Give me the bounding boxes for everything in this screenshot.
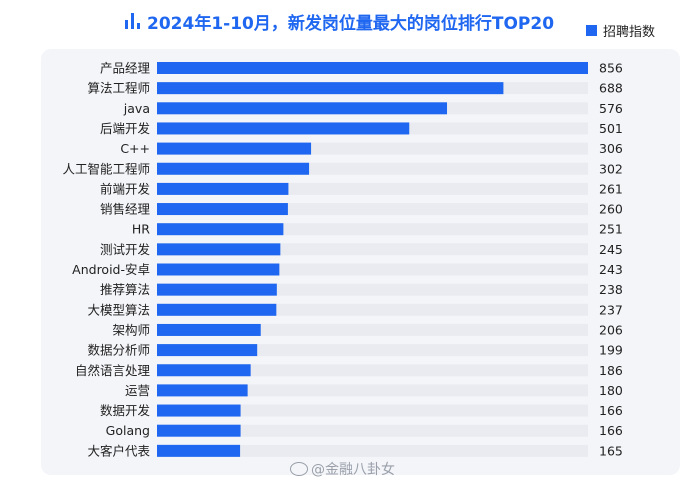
bar: [157, 122, 410, 135]
value-label: 302: [599, 161, 623, 176]
value-label: 576: [599, 101, 623, 116]
value-label: 166: [599, 423, 623, 438]
category-label: 前端开发: [100, 181, 151, 196]
category-label: 后端开发: [100, 121, 151, 136]
value-label: 856: [599, 61, 623, 76]
bar-track: [157, 404, 588, 417]
legend-swatch: [586, 25, 597, 36]
bar: [157, 223, 284, 236]
bar: [157, 283, 277, 296]
value-label: 206: [599, 322, 623, 337]
bar-track: [157, 344, 588, 357]
bar: [157, 444, 241, 457]
watermark-text: @金融八卦女: [311, 462, 395, 478]
bar: [157, 384, 248, 397]
bar-row: Golang 166: [106, 423, 623, 438]
bar: [157, 344, 258, 357]
bar-row: C++ 306: [120, 141, 623, 156]
bar-row: 算法工程师 688: [87, 81, 622, 96]
bar-row: 大模型算法 237: [87, 302, 622, 317]
bar-row: 数据分析师 199: [87, 343, 622, 358]
bar: [157, 263, 280, 276]
bar: [157, 323, 261, 336]
bar-row: 测试开发 245: [100, 242, 623, 257]
bar-chart-icon: [125, 13, 140, 29]
bar: [157, 203, 288, 216]
value-label: 238: [599, 282, 623, 297]
value-label: 260: [599, 202, 623, 217]
category-label: C++: [120, 141, 150, 156]
bar: [157, 82, 504, 95]
bar-row: 销售经理 260: [100, 202, 623, 217]
category-label: 运营: [125, 383, 150, 398]
bar: [157, 404, 241, 417]
chart-title: 2024年1-10月，新发岗位量最大的岗位排行TOP20: [147, 14, 555, 34]
category-label: Android-安卓: [72, 262, 150, 277]
category-label: 大客户代表: [87, 443, 150, 458]
category-label: 测试开发: [100, 242, 151, 257]
category-label: 销售经理: [100, 202, 151, 217]
bar-track: [157, 364, 588, 377]
bar: [157, 364, 251, 377]
bar: [157, 102, 448, 115]
chart-panel: [41, 49, 680, 475]
bar-row: 推荐算法 238: [100, 282, 623, 297]
bar-row: 自然语言处理 186: [75, 363, 623, 378]
watermark: @金融八卦女: [290, 459, 395, 479]
category-label: java: [123, 101, 150, 116]
bar: [157, 424, 241, 437]
bar-track: [157, 444, 588, 457]
legend-label: 招聘指数: [603, 25, 656, 40]
value-label: 165: [599, 443, 623, 458]
value-label: 166: [599, 403, 623, 418]
value-label: 186: [599, 363, 623, 378]
bar-row: HR 251: [132, 222, 623, 237]
value-label: 688: [599, 81, 623, 96]
bar-row: 产品经理 856: [100, 61, 623, 76]
category-label: 自然语言处理: [75, 363, 151, 378]
category-label: Golang: [106, 423, 150, 438]
value-label: 306: [599, 141, 623, 156]
value-label: 180: [599, 383, 623, 398]
bar: [157, 182, 289, 195]
bar-row: 架构师 206: [112, 322, 622, 337]
value-label: 243: [599, 262, 623, 277]
category-label: 人工智能工程师: [62, 161, 150, 176]
bar: [157, 303, 277, 316]
value-label: 251: [599, 222, 623, 237]
category-label: 大模型算法: [87, 302, 150, 317]
category-label: 算法工程师: [87, 81, 150, 96]
bar-row: java 576: [123, 101, 623, 116]
category-label: 数据分析师: [87, 343, 150, 358]
category-label: 推荐算法: [100, 282, 150, 297]
bar: [157, 142, 312, 155]
bar-track: [157, 424, 588, 437]
category-label: 产品经理: [100, 61, 151, 76]
chart-header: 2024年1-10月，新发岗位量最大的岗位排行TOP20 招聘指数: [0, 0, 690, 48]
category-label: 架构师: [112, 322, 150, 337]
weibo-icon: [290, 462, 308, 476]
value-label: 199: [599, 343, 623, 358]
bar-track: [157, 384, 588, 397]
bar-row: 运营 180: [125, 383, 623, 398]
value-label: 501: [599, 121, 623, 136]
bar-track: [157, 323, 588, 336]
bar: [157, 243, 281, 256]
bar: [157, 162, 310, 175]
value-label: 261: [599, 181, 623, 196]
value-label: 237: [599, 302, 623, 317]
bar-row: 数据开发 166: [100, 403, 623, 418]
category-label: 数据开发: [100, 403, 151, 418]
bar-row: 大客户代表 165: [87, 443, 622, 458]
bar: [157, 62, 588, 74]
bar-row: 前端开发 261: [100, 181, 623, 196]
bar-row: 人工智能工程师 302: [62, 161, 622, 176]
bar-row: Android-安卓 243: [72, 262, 623, 277]
category-label: HR: [132, 222, 150, 237]
value-label: 245: [599, 242, 623, 257]
bar-row: 后端开发 501: [100, 121, 623, 136]
